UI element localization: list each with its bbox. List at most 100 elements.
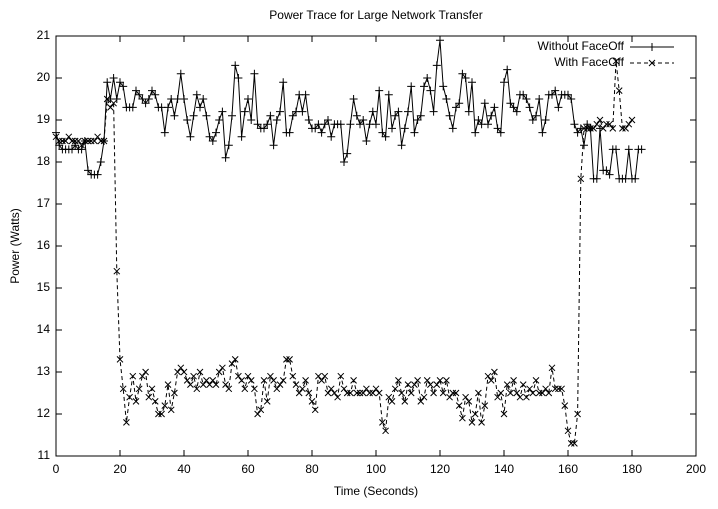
- data-point: [480, 99, 489, 108]
- data-point: [528, 116, 537, 124]
- data-point: [493, 124, 502, 133]
- data-point: [231, 61, 240, 70]
- data-point: [603, 120, 610, 128]
- data-point: [71, 137, 79, 145]
- data-point: [503, 381, 511, 388]
- data-point: [336, 120, 345, 129]
- data-point: [250, 69, 259, 78]
- data-point: [468, 419, 476, 426]
- data-point: [84, 137, 92, 145]
- data-point: [62, 137, 69, 145]
- data-point: [605, 170, 614, 179]
- data-point: [378, 128, 387, 137]
- data-point: [270, 377, 277, 384]
- data-point: [490, 103, 499, 112]
- data-point: [385, 393, 393, 401]
- data-point: [308, 398, 316, 405]
- data-point: [567, 95, 576, 103]
- data-point: [458, 69, 467, 78]
- data-point: [507, 389, 514, 397]
- data-point: [513, 389, 521, 397]
- data-point: [139, 372, 146, 380]
- data-point: [461, 74, 470, 82]
- data-point: [208, 137, 217, 145]
- data-point: [436, 36, 444, 45]
- data-point: [286, 356, 293, 363]
- data-point: [315, 372, 322, 380]
- data-point: [176, 69, 185, 78]
- data-point: [81, 137, 89, 145]
- data-point: [619, 125, 626, 132]
- data-point: [343, 149, 352, 158]
- data-point: [254, 410, 261, 418]
- data-point: [260, 124, 268, 133]
- y-tick-label: 13: [37, 364, 51, 378]
- data-point: [52, 133, 60, 141]
- data-point: [397, 141, 406, 150]
- data-point: [103, 78, 112, 87]
- data-point: [526, 385, 533, 393]
- data-point: [372, 385, 380, 393]
- data-point: [523, 393, 530, 401]
- data-point: [445, 111, 454, 120]
- data-point: [238, 377, 245, 384]
- data-point: [273, 385, 281, 393]
- data-point: [75, 137, 82, 145]
- data-point: [439, 389, 447, 397]
- data-point: [272, 116, 281, 124]
- data-point: [132, 398, 140, 405]
- data-point: [151, 90, 160, 99]
- data-point: [583, 120, 592, 129]
- data-point: [433, 381, 441, 388]
- data-point: [551, 86, 560, 95]
- data-point: [430, 389, 437, 397]
- x-tick-label: 160: [558, 462, 578, 476]
- data-point: [391, 111, 400, 120]
- data-point: [352, 111, 361, 120]
- data-point: [612, 145, 620, 154]
- data-point: [222, 381, 229, 388]
- data-point: [442, 95, 451, 103]
- x-tick-label: 60: [241, 462, 255, 476]
- data-point: [455, 402, 463, 409]
- data-point: [548, 90, 556, 99]
- data-point: [590, 125, 597, 132]
- data-point: [391, 385, 399, 393]
- data-point: [455, 99, 464, 108]
- x-tick-label: 40: [177, 462, 191, 476]
- data-point: [519, 381, 527, 388]
- data-point: [375, 389, 383, 397]
- data-point: [109, 74, 118, 82]
- data-point: [68, 137, 76, 145]
- data-point: [558, 385, 565, 393]
- data-point: [93, 170, 102, 179]
- data-point: [103, 95, 111, 103]
- data-point: [609, 125, 617, 132]
- data-point: [212, 381, 220, 388]
- data-point: [384, 90, 393, 99]
- y-tick-label: 11: [38, 448, 51, 462]
- data-point: [538, 128, 547, 137]
- data-point: [317, 128, 326, 137]
- data-point: [381, 132, 390, 141]
- data-point: [299, 385, 306, 393]
- data-point: [592, 174, 601, 183]
- data-point: [484, 120, 492, 129]
- data-point: [170, 111, 179, 120]
- data-point: [353, 389, 361, 397]
- legend-label: With FaceOff: [554, 55, 624, 69]
- data-point: [247, 116, 256, 124]
- data-point: [337, 372, 345, 380]
- data-point: [218, 107, 227, 116]
- data-point: [183, 116, 192, 124]
- data-point: [276, 381, 284, 388]
- data-point: [468, 78, 476, 87]
- legend-marker: [648, 59, 656, 67]
- data-point: [263, 120, 272, 129]
- chart-title: Power Trace for Large Network Transfer: [269, 8, 482, 22]
- data-point: [628, 116, 636, 124]
- data-point: [404, 381, 412, 388]
- data-point: [400, 124, 409, 133]
- data-point: [555, 385, 562, 393]
- data-point: [334, 393, 341, 401]
